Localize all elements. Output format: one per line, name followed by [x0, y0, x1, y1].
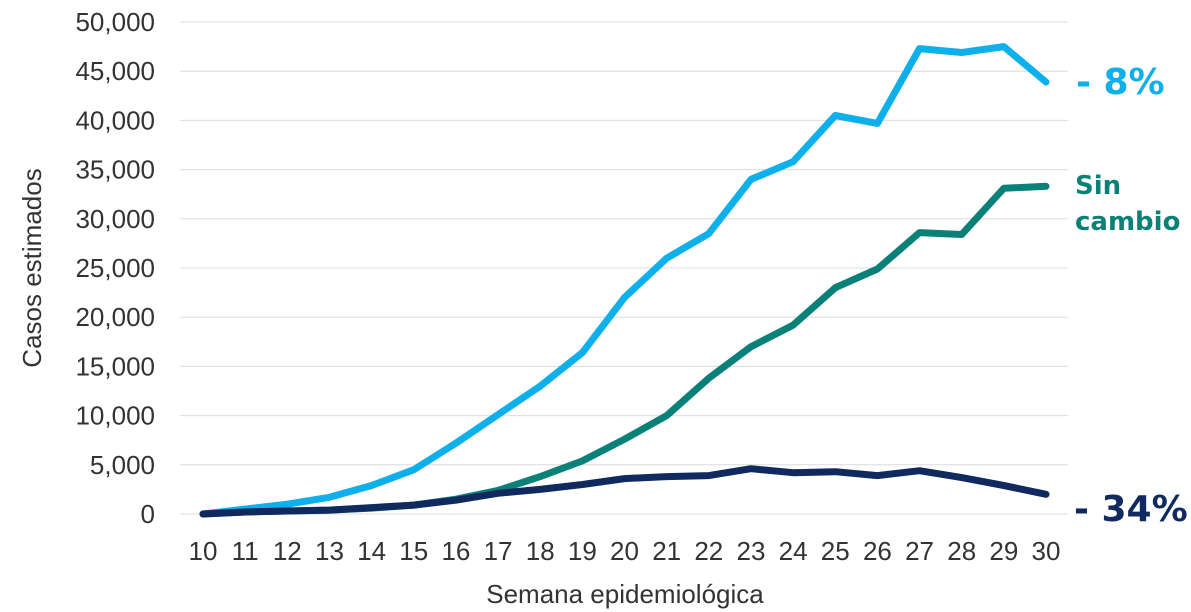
end-label-series-1: - 8% [1076, 62, 1165, 103]
y-tick-label: 25,000 [75, 253, 155, 283]
x-tick-label: 11 [232, 536, 259, 566]
x-tick-label: 30 [1032, 536, 1061, 566]
x-tick-label: 23 [736, 536, 765, 566]
y-tick-label: 50,000 [75, 7, 155, 37]
y-tick-label: 0 [141, 499, 155, 529]
x-tick-label: 15 [399, 536, 428, 566]
x-tick-label: 19 [568, 536, 597, 566]
series-line-1 [199, 43, 1050, 518]
x-tick-label: 16 [441, 536, 470, 566]
end-label-series-2-line: cambio [1075, 207, 1180, 237]
end-labels: - 8% Sin cambio - 34% [1074, 62, 1188, 530]
x-tick-label: 14 [357, 536, 386, 566]
x-tick-label: 29 [989, 536, 1018, 566]
series-lines [199, 43, 1050, 518]
y-tick-label: 30,000 [75, 204, 155, 234]
end-label-series-2-line: Sin [1075, 171, 1121, 201]
y-tick-label: 15,000 [75, 351, 155, 381]
y-tick-label: 5,000 [90, 450, 155, 480]
x-tick-label: 24 [779, 536, 808, 566]
x-tick-label: 25 [821, 536, 850, 566]
x-tick-label: 18 [526, 536, 555, 566]
x-tick-label: 27 [905, 536, 934, 566]
x-tick-label: 17 [484, 536, 513, 566]
x-tick-label: 22 [694, 536, 723, 566]
y-tick-label: 40,000 [75, 105, 155, 135]
series-line-3 [199, 465, 1050, 518]
y-tick-label: 35,000 [75, 155, 155, 185]
x-tick-label: 10 [189, 536, 218, 566]
x-tick-label: 13 [315, 536, 344, 566]
x-axis-ticks: 10 11 12 13 14 15 16 17 18 19 20 21 22 23 24 25 26 27 28 29… [189, 536, 1061, 566]
x-tick-label: 28 [947, 536, 976, 566]
y-axis-ticks: 0 5,000 10,000 15,000 20,000 25,000 30,000 35,0… [75, 7, 155, 529]
x-tick-label: 12 [273, 536, 302, 566]
gridlines [180, 21, 1068, 515]
y-tick-label: 10,000 [75, 401, 155, 431]
x-tick-label: 21 [652, 536, 681, 566]
y-tick-label: 45,000 [75, 56, 155, 86]
x-tick-label: 20 [610, 536, 639, 566]
x-tick-label: 26 [863, 536, 892, 566]
end-label-series-3: - 34% [1074, 489, 1188, 530]
x-axis-title: Semana epidemiológica [486, 579, 764, 609]
y-axis-title: Casos estimados [17, 168, 47, 367]
y-tick-label: 20,000 [75, 302, 155, 332]
